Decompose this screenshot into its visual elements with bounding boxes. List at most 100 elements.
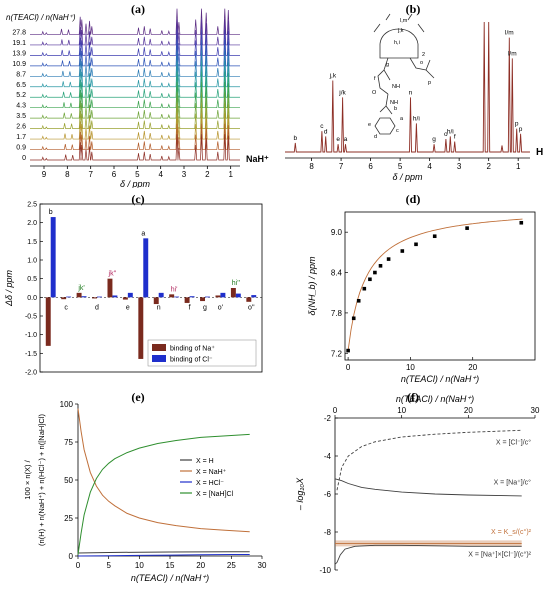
bar — [174, 296, 180, 298]
x-tick-label: 5 — [135, 170, 140, 179]
stack-label: 1.7 — [16, 134, 26, 141]
bar-chart: -2.0 -1.5 -1.0 -0.5 0.0 0.5 1.0 1.5 2.0 2.5 b c jk' d… — [4, 202, 263, 377]
plot-frame — [39, 203, 263, 373]
x-tick-label: 1 — [228, 170, 233, 179]
panel-a: (a) n(TEACl) / n(NaH⁺) 27.8 19.1 13.9 10.9 8.… — [0, 0, 275, 190]
y-tick-label: 0 — [69, 552, 74, 561]
series-line — [334, 544, 522, 565]
plot-frame — [344, 211, 536, 361]
x-tick-label: 8 — [309, 162, 314, 171]
x-tick-label: 20 — [464, 406, 473, 415]
legend-label: binding of Cl⁻ — [170, 357, 213, 364]
bar — [107, 278, 113, 298]
x-tick-label: 30 — [531, 406, 540, 415]
y-tick-label: 7.2 — [331, 349, 343, 358]
series-line — [77, 551, 250, 554]
bar — [92, 297, 97, 299]
bar — [230, 288, 236, 298]
bar — [122, 297, 128, 300]
x-tick-label: 7 — [88, 170, 93, 179]
fit-curve — [347, 218, 523, 351]
x-axis-label: n(TEACl) / n(NaH⁺) — [401, 374, 479, 384]
spectrum-trace — [30, 113, 240, 140]
log-concentration-chart: 0 10 20 30 -2 -4 -6 -8 -10 X = [Cl⁻]/c° X = [Na⁺]/… — [295, 394, 540, 575]
category-label: a — [141, 230, 145, 237]
y-tick-label: -1.5 — [25, 351, 37, 358]
x-tick-label: 4 — [158, 170, 163, 179]
bar — [138, 297, 144, 359]
data-point — [432, 234, 437, 239]
stack-label: 5.2 — [16, 92, 26, 99]
peak-label: e — [336, 136, 340, 143]
panel-f: (f) 0 10 20 30 -2 -4 -6 -8 -10 X = [Cl⁻]/c° X = [N… — [275, 390, 550, 586]
x-axis-label: δ / ppm — [392, 172, 423, 182]
bar — [61, 297, 67, 300]
data-point — [356, 299, 361, 303]
x-tick-label: 0 — [333, 406, 338, 415]
peak-label: h/i — [447, 128, 454, 135]
legend-swatch — [152, 344, 166, 351]
panel-label-a: (a) — [131, 2, 145, 16]
spectrum-trace — [30, 102, 240, 129]
legend-label: binding of Na⁺ — [170, 346, 215, 353]
peak-label: a — [344, 136, 348, 143]
category-label: g — [203, 304, 207, 311]
panel-e: (e) 0 5 10 15 20 25 30 0 25 50 75 100 X = H X = NaH⁺ X… — [0, 390, 275, 586]
spectrum-trace — [30, 92, 240, 119]
x-tick-label: 2 — [205, 170, 210, 179]
y-tick-label: 0.0 — [27, 295, 37, 302]
panel-label-d: (d) — [405, 192, 421, 206]
spectrum-trace — [30, 19, 240, 46]
peak-label: l/m — [505, 30, 514, 37]
y-tick-label: 75 — [64, 438, 73, 447]
legend-label: X = HCl⁻ — [196, 480, 224, 487]
bar — [50, 217, 56, 298]
y-tick-label: -0.5 — [25, 314, 37, 321]
peak-label: h/i — [413, 115, 420, 122]
structure-label: c — [396, 128, 399, 134]
spectrum-trace — [30, 134, 240, 161]
peak-label: p — [519, 126, 523, 133]
category-label: hi'' — [232, 280, 240, 287]
structure-label: h,i — [394, 40, 400, 46]
bar — [200, 297, 205, 302]
stack-label: 13.9 — [12, 50, 26, 57]
x-tick-label: 10 — [406, 363, 415, 372]
calixarene-ring — [379, 28, 419, 59]
panel-c: (c) -2.0 -1.5 -1.0 -0.5 0.0 0.5 1.0 1.5 2.0 2.5 b c… — [0, 192, 275, 388]
series-line — [77, 408, 250, 533]
y-tick-label: 8.4 — [331, 269, 343, 278]
x-axis-label: n(TEACl) / n(NaH⁺) — [396, 394, 474, 404]
peak-label: p — [515, 121, 519, 128]
data-point — [386, 257, 391, 261]
data-point — [378, 264, 383, 268]
x-axis-label: n(TEACl) / n(NaH⁺) — [131, 573, 209, 583]
peak-label: d — [324, 128, 328, 135]
stack-label: 6.5 — [16, 82, 26, 89]
bar — [251, 295, 257, 298]
panel-d: (d) 0 10 20 7.2 7.8 8.4 9.0 δ(NH_b) / ppm n(TEAC… — [275, 192, 550, 388]
y-axis-label-line1: 100 × n(X) / — [23, 459, 32, 499]
y-tick-label: 1.5 — [27, 239, 37, 246]
y-axis-label-line2: (n(H) + n(NaH⁺) + n(HCl⁻) + n([NaH]Cl) — [37, 414, 46, 546]
spectrum-trace — [30, 60, 240, 88]
structure-label: d — [374, 134, 377, 140]
bar — [143, 238, 149, 298]
x-tick-label: 15 — [166, 561, 175, 570]
x-axis-label: δ / ppm — [120, 179, 151, 188]
category-label: c — [64, 304, 68, 311]
stack-label: 8.7 — [16, 71, 26, 78]
x-tick-label: 25 — [227, 561, 236, 570]
structure-label: a — [400, 116, 404, 122]
bar — [97, 296, 102, 298]
y-tick-label: 25 — [64, 514, 73, 523]
data-point — [362, 286, 367, 291]
y-tick-label: -2 — [324, 414, 332, 423]
x-tick-label: 10 — [135, 561, 144, 570]
x-tick-label: 0 — [346, 363, 351, 372]
y-tick-label: 100 — [60, 400, 74, 409]
category-label: jk' — [77, 285, 84, 292]
structure-label: p — [428, 80, 431, 86]
phenyl-ring — [374, 117, 396, 135]
structure-label: l,m — [400, 18, 408, 24]
